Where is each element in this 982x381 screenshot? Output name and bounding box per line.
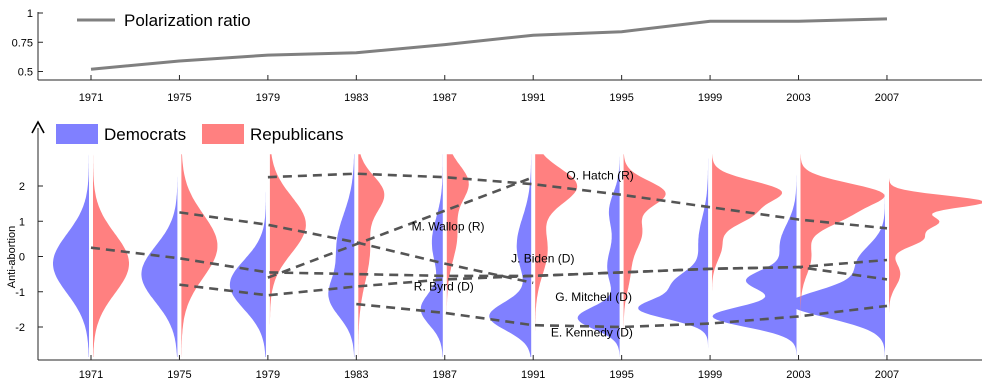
senator-annotation: M. Wallop (R) xyxy=(412,220,485,234)
polarization-y-tick-label: 0.75 xyxy=(12,37,33,49)
violin-x-tick-label: 1991 xyxy=(521,369,545,381)
violin-x-tick-label: 1983 xyxy=(344,369,368,381)
violin-democrats-2007 xyxy=(790,154,885,357)
party-legend: Democrats Republicans xyxy=(56,124,344,144)
senator-line-m-wallop-r xyxy=(267,175,534,279)
legend-swatch-democrats xyxy=(56,124,98,144)
violin-y-tick-label: 2 xyxy=(19,181,25,193)
senator-annotation: G. Mitchell (D) xyxy=(555,290,632,304)
senator-annotation: J. Biden (D) xyxy=(511,251,574,265)
senator-line-g-mitchell-d xyxy=(179,211,534,285)
polarization-x-ticks: 1971 1975 1979 1983 1987 1991 1995 1999 2003 2007 xyxy=(79,75,899,104)
legend-swatch-republicans xyxy=(202,124,244,144)
violins xyxy=(53,154,982,357)
violin-x-tick-label: 1975 xyxy=(167,369,191,381)
violin-republicans-1987 xyxy=(446,154,469,357)
polarization-x-tick-label: 2003 xyxy=(786,92,810,104)
polarization-x-tick-label: 1995 xyxy=(609,92,633,104)
violin-y-ticks: -2 -1 0 1 2 xyxy=(15,181,43,334)
violin-democrats-1995 xyxy=(577,154,620,357)
polarization-x-tick-label: 1987 xyxy=(433,92,457,104)
senator-line-r-byrd-d xyxy=(90,246,888,278)
violin-republicans-1975 xyxy=(181,154,218,357)
violin-y-tick-label: -1 xyxy=(15,287,25,299)
violin-x-tick-label: 1999 xyxy=(698,369,722,381)
violin-democrats-1999 xyxy=(638,154,709,357)
violin-republicans-1995 xyxy=(623,154,666,357)
legend-label-democrats: Democrats xyxy=(104,125,186,144)
senator-annotation: E. Kennedy (D) xyxy=(551,325,633,339)
senator-lines xyxy=(90,172,888,329)
violin-republicans-1979 xyxy=(269,154,306,357)
violin-x-tick-label: 1995 xyxy=(609,369,633,381)
violin-democrats-1987 xyxy=(420,154,443,357)
violin-democrats-2003 xyxy=(712,154,797,357)
violin-y-axis-arrow xyxy=(31,120,45,134)
polarization-y-tick-label: 0.5 xyxy=(18,67,33,79)
polarization-x-tick-label: 1991 xyxy=(521,92,545,104)
violin-x-tick-label: 1979 xyxy=(256,369,280,381)
violin-x-tick-label: 2007 xyxy=(875,369,899,381)
polarization-x-tick-label: 1983 xyxy=(344,92,368,104)
violin-x-ticks: 1971 1975 1979 1983 1987 1991 1995 1999 2003 2007 xyxy=(79,355,899,381)
polarization-x-tick-label: 1999 xyxy=(698,92,722,104)
polarization-legend-label: Polarization ratio xyxy=(124,11,251,30)
polarization-x-tick-label: 2007 xyxy=(875,92,899,104)
violin-y-tick-label: -2 xyxy=(15,322,25,334)
senator-line-e-kennedy-d xyxy=(356,302,888,329)
violin-democrats-1991 xyxy=(489,154,532,357)
polarization-ratio-line xyxy=(90,17,888,71)
violin-democrats-1971 xyxy=(53,154,89,357)
senator-annotation: R. Byrd (D) xyxy=(414,280,474,294)
senator-annotation: O. Hatch (R) xyxy=(566,168,633,182)
violin-republicans-1991 xyxy=(535,154,578,357)
violin-y-axis-label: Anti-abortion xyxy=(6,226,18,288)
polarization-x-tick-label: 1979 xyxy=(256,92,280,104)
senator-annotations: O. Hatch (R) M. Wallop (R) J. Biden (D) R. … xyxy=(412,168,634,339)
senator-line-o-hatch-r xyxy=(267,172,888,230)
violin-x-tick-label: 1987 xyxy=(433,369,457,381)
violin-republicans-1999 xyxy=(712,154,783,357)
violin-y-tick-label: 1 xyxy=(19,216,25,228)
polarization-panel: 0.5 0.75 1 1971 1975 1979 1983 1987 1991 1995 199… xyxy=(12,8,982,104)
violin-x-tick-label: 2003 xyxy=(786,369,810,381)
violin-republicans-2007 xyxy=(889,154,982,357)
polarization-legend: Polarization ratio xyxy=(77,11,251,30)
violin-republicans-2003 xyxy=(800,154,885,357)
polarization-x-tick-label: 1975 xyxy=(167,92,191,104)
polarization-y-ticks: 0.5 0.75 1 xyxy=(12,8,43,79)
violin-y-tick-label: 0 xyxy=(19,252,25,264)
polarization-y-tick-label: 1 xyxy=(27,8,33,20)
polarization-x-tick-label: 1971 xyxy=(79,92,103,104)
violin-democrats-1983 xyxy=(328,154,355,357)
violin-democrats-1979 xyxy=(229,154,266,357)
violin-republicans-1971 xyxy=(93,154,129,357)
violin-x-tick-label: 1971 xyxy=(79,369,103,381)
violin-republicans-1983 xyxy=(358,154,385,357)
legend-label-republicans: Republicans xyxy=(250,125,344,144)
